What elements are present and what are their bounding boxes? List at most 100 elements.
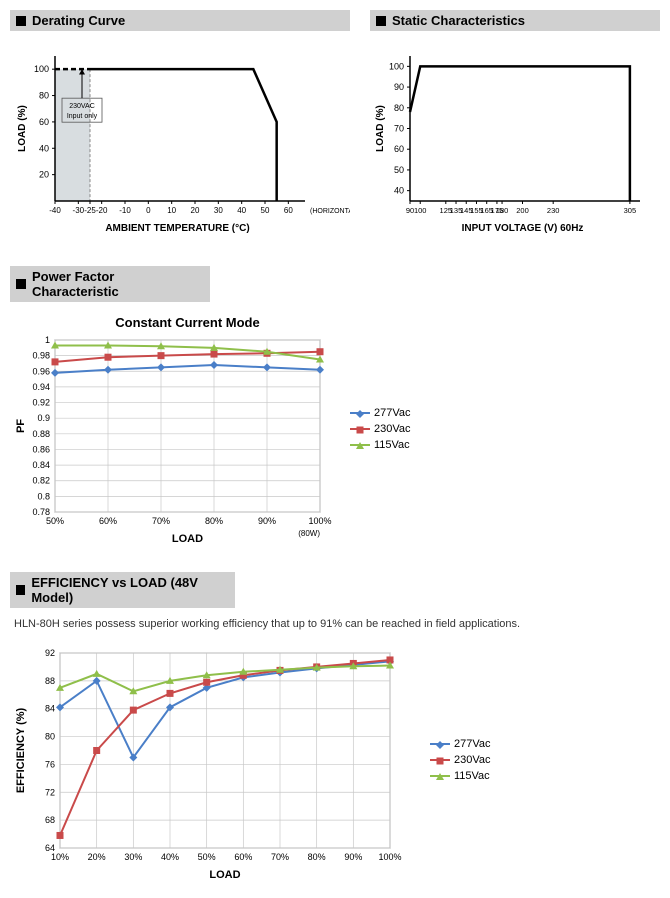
legend-item: 277Vac — [350, 407, 411, 419]
svg-text:LOAD (%): LOAD (%) — [17, 105, 28, 152]
svg-text:0.8: 0.8 — [37, 491, 50, 501]
square-icon — [16, 279, 26, 289]
pf-section: Power Factor Characteristic 0.780.80.820… — [10, 266, 530, 552]
derating-title: Derating Curve — [32, 13, 125, 28]
legend-item: 277Vac — [430, 738, 491, 750]
svg-text:100%: 100% — [378, 852, 401, 862]
svg-text:305: 305 — [624, 206, 637, 215]
eff-legend: 277Vac 230Vac 115Vac — [430, 738, 491, 786]
svg-text:LOAD: LOAD — [172, 533, 203, 545]
svg-text:0.86: 0.86 — [32, 444, 50, 454]
svg-text:30%: 30% — [124, 852, 142, 862]
svg-text:80: 80 — [394, 103, 404, 113]
svg-text:LOAD (%): LOAD (%) — [375, 105, 386, 152]
derating-chart: 20406080100-40-30-25-20-1001020304050602… — [10, 41, 350, 251]
svg-text:100: 100 — [414, 206, 427, 215]
svg-text:80: 80 — [39, 91, 49, 101]
svg-text:60: 60 — [39, 117, 49, 127]
svg-text:0.88: 0.88 — [32, 429, 50, 439]
svg-text:20%: 20% — [88, 852, 106, 862]
legend-label: 115Vac — [374, 439, 410, 451]
svg-text:-25: -25 — [84, 206, 96, 215]
eff-subtitle: HLN-80H series possess superior working … — [14, 618, 610, 630]
static-header: Static Characteristics — [370, 10, 660, 31]
square-icon — [376, 16, 386, 26]
svg-text:-40: -40 — [49, 206, 61, 215]
svg-text:20: 20 — [39, 170, 49, 180]
svg-text:0.9: 0.9 — [37, 413, 50, 423]
svg-text:50%: 50% — [198, 852, 216, 862]
derating-section: Derating Curve 20 40 60 80 100 -40 -30-25-20 -1… — [10, 10, 350, 251]
pf-title: Power Factor Characteristic — [32, 269, 204, 299]
svg-text:30: 30 — [214, 206, 223, 215]
svg-text:92: 92 — [45, 648, 55, 658]
pf-legend: 277Vac 230Vac 115Vac — [350, 407, 411, 455]
svg-text:-20: -20 — [96, 206, 108, 215]
svg-text:50: 50 — [261, 206, 270, 215]
pf-chart: 0.780.80.820.840.860.880.90.920.940.960.… — [10, 312, 530, 552]
legend-item: 115Vac — [430, 770, 491, 782]
svg-text:0.92: 0.92 — [32, 398, 50, 408]
legend-item: 230Vac — [430, 754, 491, 766]
svg-text:PF: PF — [15, 419, 27, 433]
svg-text:40: 40 — [237, 206, 246, 215]
svg-text:60%: 60% — [234, 852, 252, 862]
eff-chart: 646872768084889210%20%30%40%50%60%70%80%… — [10, 638, 610, 888]
svg-text:40%: 40% — [161, 852, 179, 862]
svg-text:80%: 80% — [308, 852, 326, 862]
static-chart: 4050607080901009010012513514515516517518… — [370, 41, 660, 251]
svg-text:70: 70 — [394, 124, 404, 134]
legend-label: 277Vac — [374, 407, 411, 419]
svg-text:70%: 70% — [152, 516, 170, 526]
legend-item: 230Vac — [350, 423, 411, 435]
svg-text:Constant Current Mode: Constant Current Mode — [115, 315, 259, 330]
svg-text:90: 90 — [406, 206, 414, 215]
svg-text:180: 180 — [496, 206, 509, 215]
svg-text:0.96: 0.96 — [32, 366, 50, 376]
svg-text:100: 100 — [34, 64, 49, 74]
svg-text:90: 90 — [394, 82, 404, 92]
svg-text:INPUT VOLTAGE (V) 60Hz: INPUT VOLTAGE (V) 60Hz — [462, 223, 584, 234]
svg-text:200: 200 — [516, 206, 529, 215]
svg-text:Input only: Input only — [67, 113, 98, 120]
svg-text:AMBIENT TEMPERATURE (°C): AMBIENT TEMPERATURE (°C) — [105, 223, 249, 234]
legend-label: 230Vac — [374, 423, 411, 435]
pf-header: Power Factor Characteristic — [10, 266, 210, 302]
svg-text:80: 80 — [45, 732, 55, 742]
svg-text:EFFICIENCY (%): EFFICIENCY (%) — [15, 707, 27, 793]
svg-text:50%: 50% — [46, 516, 64, 526]
square-icon — [16, 16, 26, 26]
legend-label: 277Vac — [454, 738, 491, 750]
svg-text:(80W): (80W) — [298, 529, 320, 538]
svg-text:70%: 70% — [271, 852, 289, 862]
svg-text:50: 50 — [394, 165, 404, 175]
derating-header: Derating Curve — [10, 10, 350, 31]
svg-text:100: 100 — [389, 61, 404, 71]
svg-text:230: 230 — [547, 206, 560, 215]
static-title: Static Characteristics — [392, 13, 525, 28]
svg-text:(HORIZONTAL): (HORIZONTAL) — [310, 208, 350, 215]
svg-text:60%: 60% — [99, 516, 117, 526]
svg-text:1: 1 — [45, 335, 50, 345]
svg-text:40: 40 — [39, 143, 49, 153]
svg-text:90%: 90% — [344, 852, 362, 862]
eff-header: EFFICIENCY vs LOAD (48V Model) — [10, 572, 235, 608]
legend-label: 115Vac — [454, 770, 490, 782]
svg-text:80%: 80% — [205, 516, 223, 526]
svg-text:0.84: 0.84 — [32, 460, 50, 470]
eff-section: EFFICIENCY vs LOAD (48V Model) HLN-80H s… — [10, 572, 610, 888]
svg-text:230VAC: 230VAC — [69, 103, 95, 110]
square-icon — [16, 585, 25, 595]
svg-text:76: 76 — [45, 759, 55, 769]
svg-text:-10: -10 — [119, 206, 131, 215]
static-section: Static Characteristics 40506070809010090… — [370, 10, 660, 251]
svg-text:60: 60 — [394, 144, 404, 154]
svg-text:0: 0 — [146, 206, 151, 215]
svg-text:-30: -30 — [73, 206, 85, 215]
eff-title: EFFICIENCY vs LOAD (48V Model) — [31, 575, 229, 605]
svg-text:60: 60 — [284, 206, 293, 215]
svg-text:0.82: 0.82 — [32, 476, 50, 486]
svg-text:84: 84 — [45, 704, 55, 714]
svg-text:0.94: 0.94 — [32, 382, 50, 392]
svg-text:100%: 100% — [308, 516, 331, 526]
